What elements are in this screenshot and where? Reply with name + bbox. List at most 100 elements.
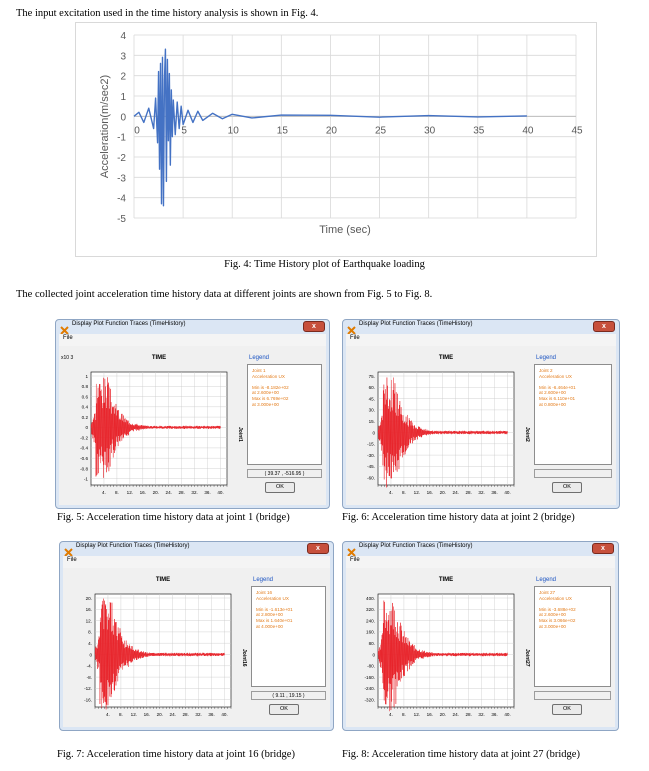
x-tick-label: 12. <box>414 490 420 495</box>
close-button[interactable]: x <box>303 321 325 332</box>
y-tick-label: 0.4 <box>82 405 89 410</box>
menu-bar: File <box>346 556 615 568</box>
x-axis-title: Time (sec) <box>319 224 371 236</box>
trace-plot: TIME 75. 60. 45. 30. 15. 0 -15. -30. -45. -60. 4. 8.… <box>367 355 515 495</box>
y-tick-label: 3 <box>120 51 126 62</box>
fig7-caption: Fig. 7: Acceleration time history data a… <box>57 749 295 760</box>
legend-box: Joint 16 Acceleration UX Min is -1.613e+01… <box>251 586 326 687</box>
ok-button[interactable]: OK <box>552 482 582 493</box>
plot-title: TIME <box>152 355 166 361</box>
menu-bar: File <box>59 334 326 346</box>
menu-file[interactable]: File <box>67 557 77 563</box>
x-tick-label: 28. <box>182 712 188 717</box>
x-tick-label: 10 <box>228 125 240 136</box>
legend-line: Max is 6.769e+02 <box>252 395 289 401</box>
x-tick-label: 32. <box>478 490 484 495</box>
window-titlebar[interactable]: Display Plot Function Traces (TimeHistor… <box>343 542 618 557</box>
y-tick-label: 240. <box>366 618 375 623</box>
menu-file[interactable]: File <box>350 557 360 563</box>
y-tick-label: 20. <box>86 596 92 601</box>
x-tick-label: 12. <box>127 490 133 495</box>
x-tick-label: 30 <box>424 125 436 136</box>
x-tick-label: 20. <box>440 490 446 495</box>
menu-bar: File <box>346 334 616 346</box>
x-tick-label: 4. <box>106 712 110 717</box>
menu-bar: File <box>63 556 330 568</box>
y-tick-label: 0 <box>372 430 375 435</box>
trace-plot: TIME x10 3 1 0.8 0.6 0.4 0.2 0 -0.2 -0.4 -0.6 -0.8 -… <box>61 355 228 495</box>
ok-button[interactable]: OK <box>269 704 299 715</box>
legend-line: Acceleration UX <box>539 373 572 379</box>
legend-line: Acceleration UX <box>252 373 285 379</box>
joint-vertical-label: Joint2 <box>524 427 530 442</box>
legend-box: Joint 1 Acceleration UX Min is -8.182e+02 a… <box>247 364 322 465</box>
window-titlebar[interactable]: Display Plot Function Traces (TimeHistor… <box>60 542 333 557</box>
x-tick-label: 16. <box>144 712 150 717</box>
x-tick-label: 16. <box>427 490 433 495</box>
app-icon <box>347 544 356 557</box>
y-tick-label: 16. <box>86 607 92 612</box>
y-tick-label: 60. <box>369 385 375 390</box>
legend-line: Min is -6.464e+01 <box>539 384 576 390</box>
x-tick-label: 24. <box>166 490 172 495</box>
legend-title: Legend <box>536 355 557 361</box>
menu-file[interactable]: File <box>350 335 360 341</box>
x-tick-label: 20. <box>153 490 159 495</box>
legend-line: at 2.600e+00 <box>539 390 566 396</box>
window-body: TIME 20. 16. 12. 8. 4. 0 -4. -8. -12. -16. 4. 8. 12. 1… <box>63 568 330 727</box>
x-tick-label: 20. <box>157 712 163 717</box>
legend-line: at 3.000e+00 <box>252 401 279 407</box>
ok-button[interactable]: OK <box>552 704 582 715</box>
menu-file[interactable]: File <box>63 335 73 341</box>
y-tick-label: -1 <box>84 477 89 482</box>
close-button[interactable]: x <box>593 321 615 332</box>
x-tick-label: 36. <box>491 712 497 717</box>
joint-vertical-label: Joint1 <box>237 427 243 442</box>
window-title: Display Plot Function Traces (TimeHistor… <box>76 543 190 549</box>
legend-line: at 3.000e+00 <box>539 623 566 629</box>
x-tick-label: 12. <box>414 712 420 717</box>
joint-vertical-label: Joint27 <box>524 649 530 667</box>
y-tick-label: 0.8 <box>82 384 89 389</box>
x-tick-label: 36. <box>208 712 214 717</box>
plot-window-joint-1: Display Plot Function Traces (TimeHistor… <box>55 319 330 509</box>
legend-line: Joint 27 <box>539 590 556 595</box>
y-tick-label: -4. <box>87 664 92 669</box>
y-tick-label: 1 <box>85 374 88 379</box>
plot-title: TIME <box>439 355 453 361</box>
legend-line: Min is -8.182e+02 <box>252 384 289 390</box>
fig8-caption: Fig. 8: Acceleration time history data a… <box>342 749 580 760</box>
x-tick-label: 8. <box>119 712 123 717</box>
x-tick-label: 40. <box>504 490 510 495</box>
close-button[interactable]: x <box>592 543 614 554</box>
y-tick-label: -0.2 <box>80 435 88 440</box>
x-tick-label: 15 <box>277 125 289 136</box>
ok-button[interactable]: OK <box>265 482 295 493</box>
plot-window-joint-16: Display Plot Function Traces (TimeHistor… <box>59 541 334 731</box>
y-tick-label: -12. <box>84 686 92 691</box>
y-tick-label: 30. <box>369 408 375 413</box>
legend-line: Min is -1.613e+01 <box>256 606 293 612</box>
y-tick-label: -240. <box>365 686 375 691</box>
app-icon <box>64 544 73 557</box>
close-button[interactable]: x <box>307 543 329 554</box>
x-tick-label: 36. <box>491 490 497 495</box>
y-tick-label: 0 <box>120 112 126 123</box>
y-tick-label: -0.8 <box>80 466 88 471</box>
x-tick-label: 40. <box>221 712 227 717</box>
collected-text: The collected joint acceleration time hi… <box>16 289 433 300</box>
y-exponent-label: x10 3 <box>61 355 73 361</box>
window-titlebar[interactable]: Display Plot Function Traces (TimeHistor… <box>343 320 619 335</box>
x-tick-label: 28. <box>465 712 471 717</box>
window-titlebar[interactable]: Display Plot Function Traces (TimeHistor… <box>56 320 329 335</box>
y-tick-label: 12. <box>86 618 92 623</box>
y-tick-label: 45. <box>369 396 375 401</box>
y-tick-label: -60. <box>367 476 375 481</box>
plot-title: TIME <box>439 577 453 583</box>
x-tick-label: 40 <box>522 125 534 136</box>
legend-title: Legend <box>249 355 270 361</box>
y-tick-label: -0.4 <box>80 446 88 451</box>
y-tick-label: 4. <box>88 641 92 646</box>
x-tick-label: 8. <box>402 712 406 717</box>
legend-line: Min is -3.688e+02 <box>539 606 576 612</box>
